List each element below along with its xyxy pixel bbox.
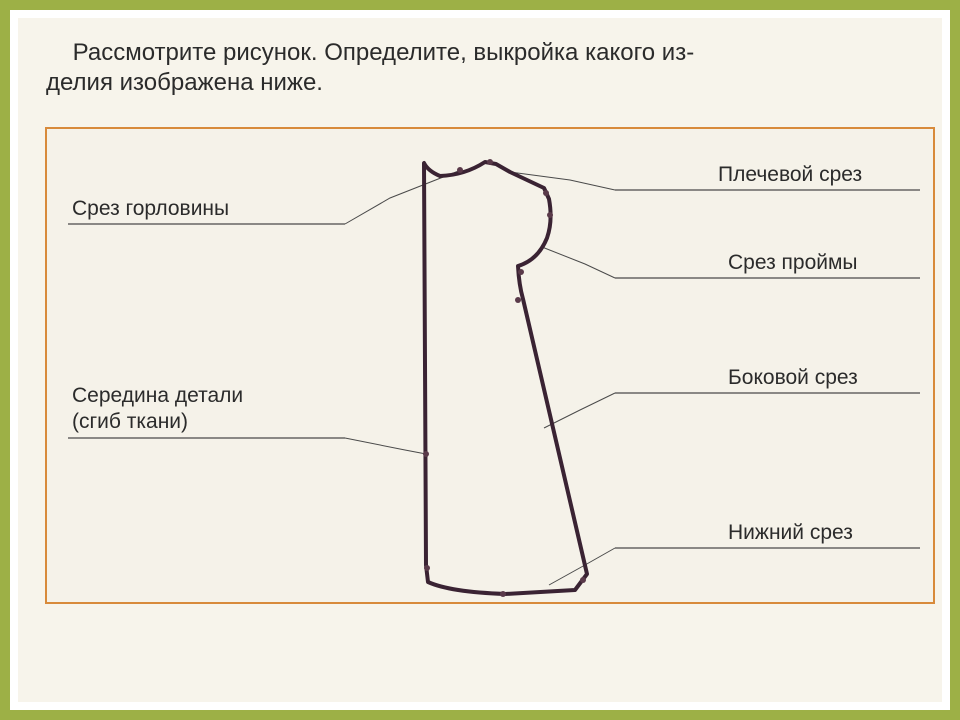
vertex-dot	[424, 565, 430, 571]
label-center-fold: Середина детали (сгиб ткани)	[72, 383, 243, 436]
vertex-dot	[423, 451, 429, 457]
label-bottom: Нижний срез	[728, 520, 853, 546]
label-neckline: Срез горловины	[72, 196, 229, 222]
vertex-dot	[515, 297, 521, 303]
vertex-dot	[580, 577, 586, 583]
label-shoulder: Плечевой срез	[718, 162, 862, 188]
vertex-dot	[518, 269, 524, 275]
slide-frame: Рассмотрите рисунок. Определите, выкройк…	[0, 0, 960, 720]
label-side: Боковой срез	[728, 365, 858, 391]
vertex-dot	[547, 212, 553, 218]
vertex-dot	[543, 190, 549, 196]
vertex-dot	[457, 167, 463, 173]
label-armhole: Срез проймы	[728, 250, 858, 276]
vertex-dot	[487, 159, 493, 165]
vertex-dot	[500, 591, 506, 597]
